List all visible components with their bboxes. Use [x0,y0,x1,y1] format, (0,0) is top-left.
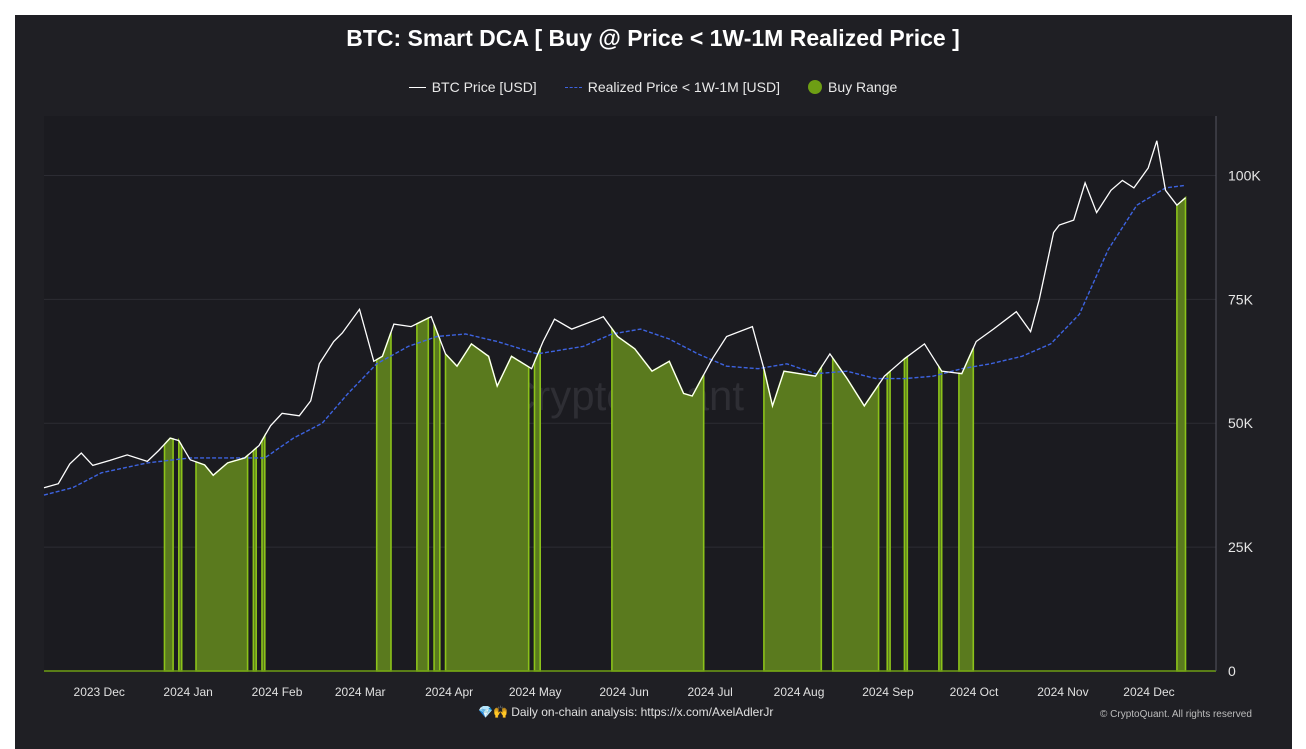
y-tick-label: 50K [1228,415,1254,431]
legend-label-btc-price: BTC Price [USD] [431,79,537,95]
buy-range-area [831,355,880,672]
x-tick-label: 2024 Oct [950,685,999,699]
buy-range-area [763,364,823,672]
y-tick-label: 25K [1228,539,1254,555]
buy-range-area [252,446,257,672]
buy-range-area [195,453,249,672]
y-tick-label: 75K [1228,291,1254,307]
buy-range-area [433,323,441,672]
buy-range-area [177,437,183,672]
legend-item-buy-range[interactable]: Buy Range [808,79,897,95]
footer-copyright: © CryptoQuant. All rights reserved [1100,709,1252,720]
buy-range-area [938,363,943,672]
y-axis-ticks: 0 25K 50K 75K 100K [1228,167,1261,679]
realized-price-line [43,184,1186,496]
x-tick-label: 2024 Aug [774,685,825,699]
buy-range-area [903,355,909,672]
legend-item-btc-price[interactable]: BTC Price [USD] [408,79,537,95]
x-axis-ticks: 2023 Dec 2024 Jan 2024 Feb 2024 Mar 2024 Apr… [74,685,1175,699]
buy-range-area [416,316,430,672]
legend-item-realized-price[interactable]: Realized Price < 1W-1M [USD] [564,79,781,95]
x-tick-label: 2024 Dec [1123,685,1174,699]
x-tick-label: 2024 Sep [862,685,914,699]
buy-range-areas [163,196,1187,672]
footer-analysis-link[interactable]: 💎🙌 Daily on-chain analysis: https://x.co… [478,705,774,719]
x-tick-label: 2024 Jul [687,685,732,699]
y-tick-label: 0 [1228,663,1236,679]
x-tick-label: 2023 Dec [74,685,125,699]
legend-label-realized-price: Realized Price < 1W-1M [USD] [587,79,781,95]
green-dot-icon [808,80,823,94]
x-tick-label: 2024 Feb [252,685,303,699]
x-tick-label: 2024 May [509,685,562,699]
chart-title: BTC: Smart DCA [ Buy @ Price < 1W-1M Rea… [346,25,960,51]
x-tick-label: 2024 Jan [163,685,212,699]
buy-range-area [163,437,174,672]
buy-range-area [261,432,266,672]
buy-range-area [1176,196,1187,672]
buy-range-area [958,347,975,672]
buy-range-area [375,331,392,672]
buy-range-area [533,347,541,672]
x-tick-label: 2024 Mar [335,685,386,699]
legend-label-buy-range: Buy Range [828,79,898,95]
chart-legend: BTC Price [USD] Realized Price < 1W-1M [… [0,79,1306,95]
y-tick-label: 100K [1228,167,1261,183]
dashed-line-icon [564,86,582,88]
x-tick-label: 2024 Apr [425,685,473,699]
buy-range-area [444,342,530,672]
btc-price-line [43,140,1186,489]
buy-range-area [886,369,891,672]
x-tick-label: 2024 Nov [1037,685,1088,699]
x-tick-label: 2024 Jun [599,685,648,699]
solid-line-icon [408,86,426,88]
